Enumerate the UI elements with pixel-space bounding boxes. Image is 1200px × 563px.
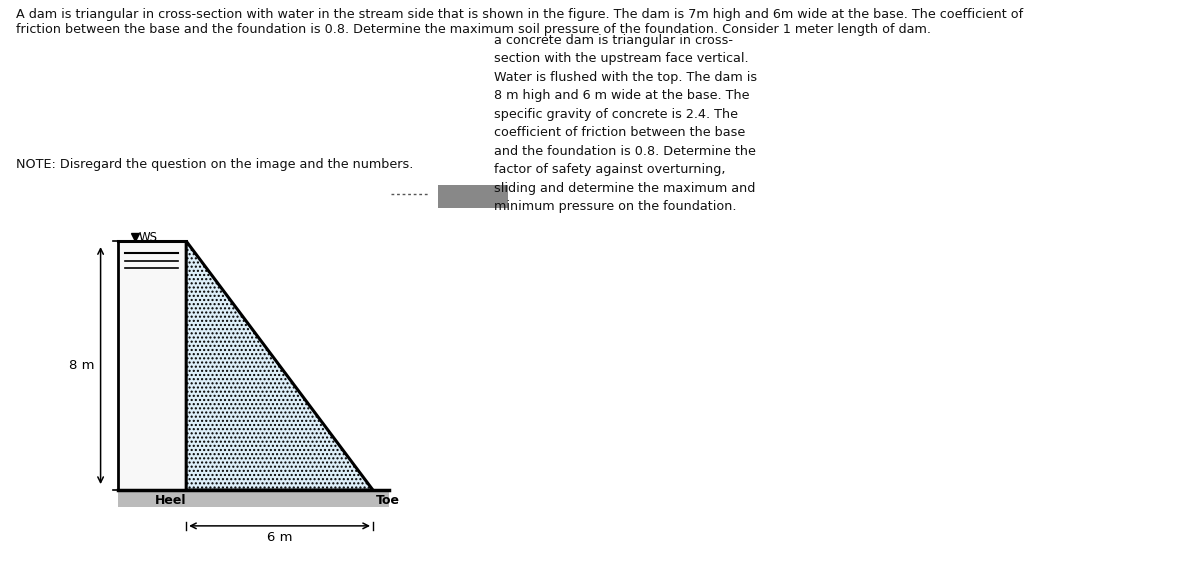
Text: Heel: Heel [155,494,186,507]
Text: NOTE: Disregard the question on the image and the numbers.: NOTE: Disregard the question on the imag… [16,158,413,171]
Text: A dam is triangular in cross-section with water in the stream side that is shown: A dam is triangular in cross-section wit… [16,8,1022,37]
Polygon shape [118,241,186,490]
Polygon shape [438,185,508,208]
Text: a concrete dam is triangular in cross-
section with the upstream face vertical.
: a concrete dam is triangular in cross- s… [494,34,757,213]
Text: WS: WS [138,231,157,244]
Text: Toe: Toe [376,494,400,507]
Polygon shape [186,241,373,490]
Text: 8 m: 8 m [70,359,95,372]
Text: 6 m: 6 m [266,530,293,543]
Polygon shape [118,490,389,507]
